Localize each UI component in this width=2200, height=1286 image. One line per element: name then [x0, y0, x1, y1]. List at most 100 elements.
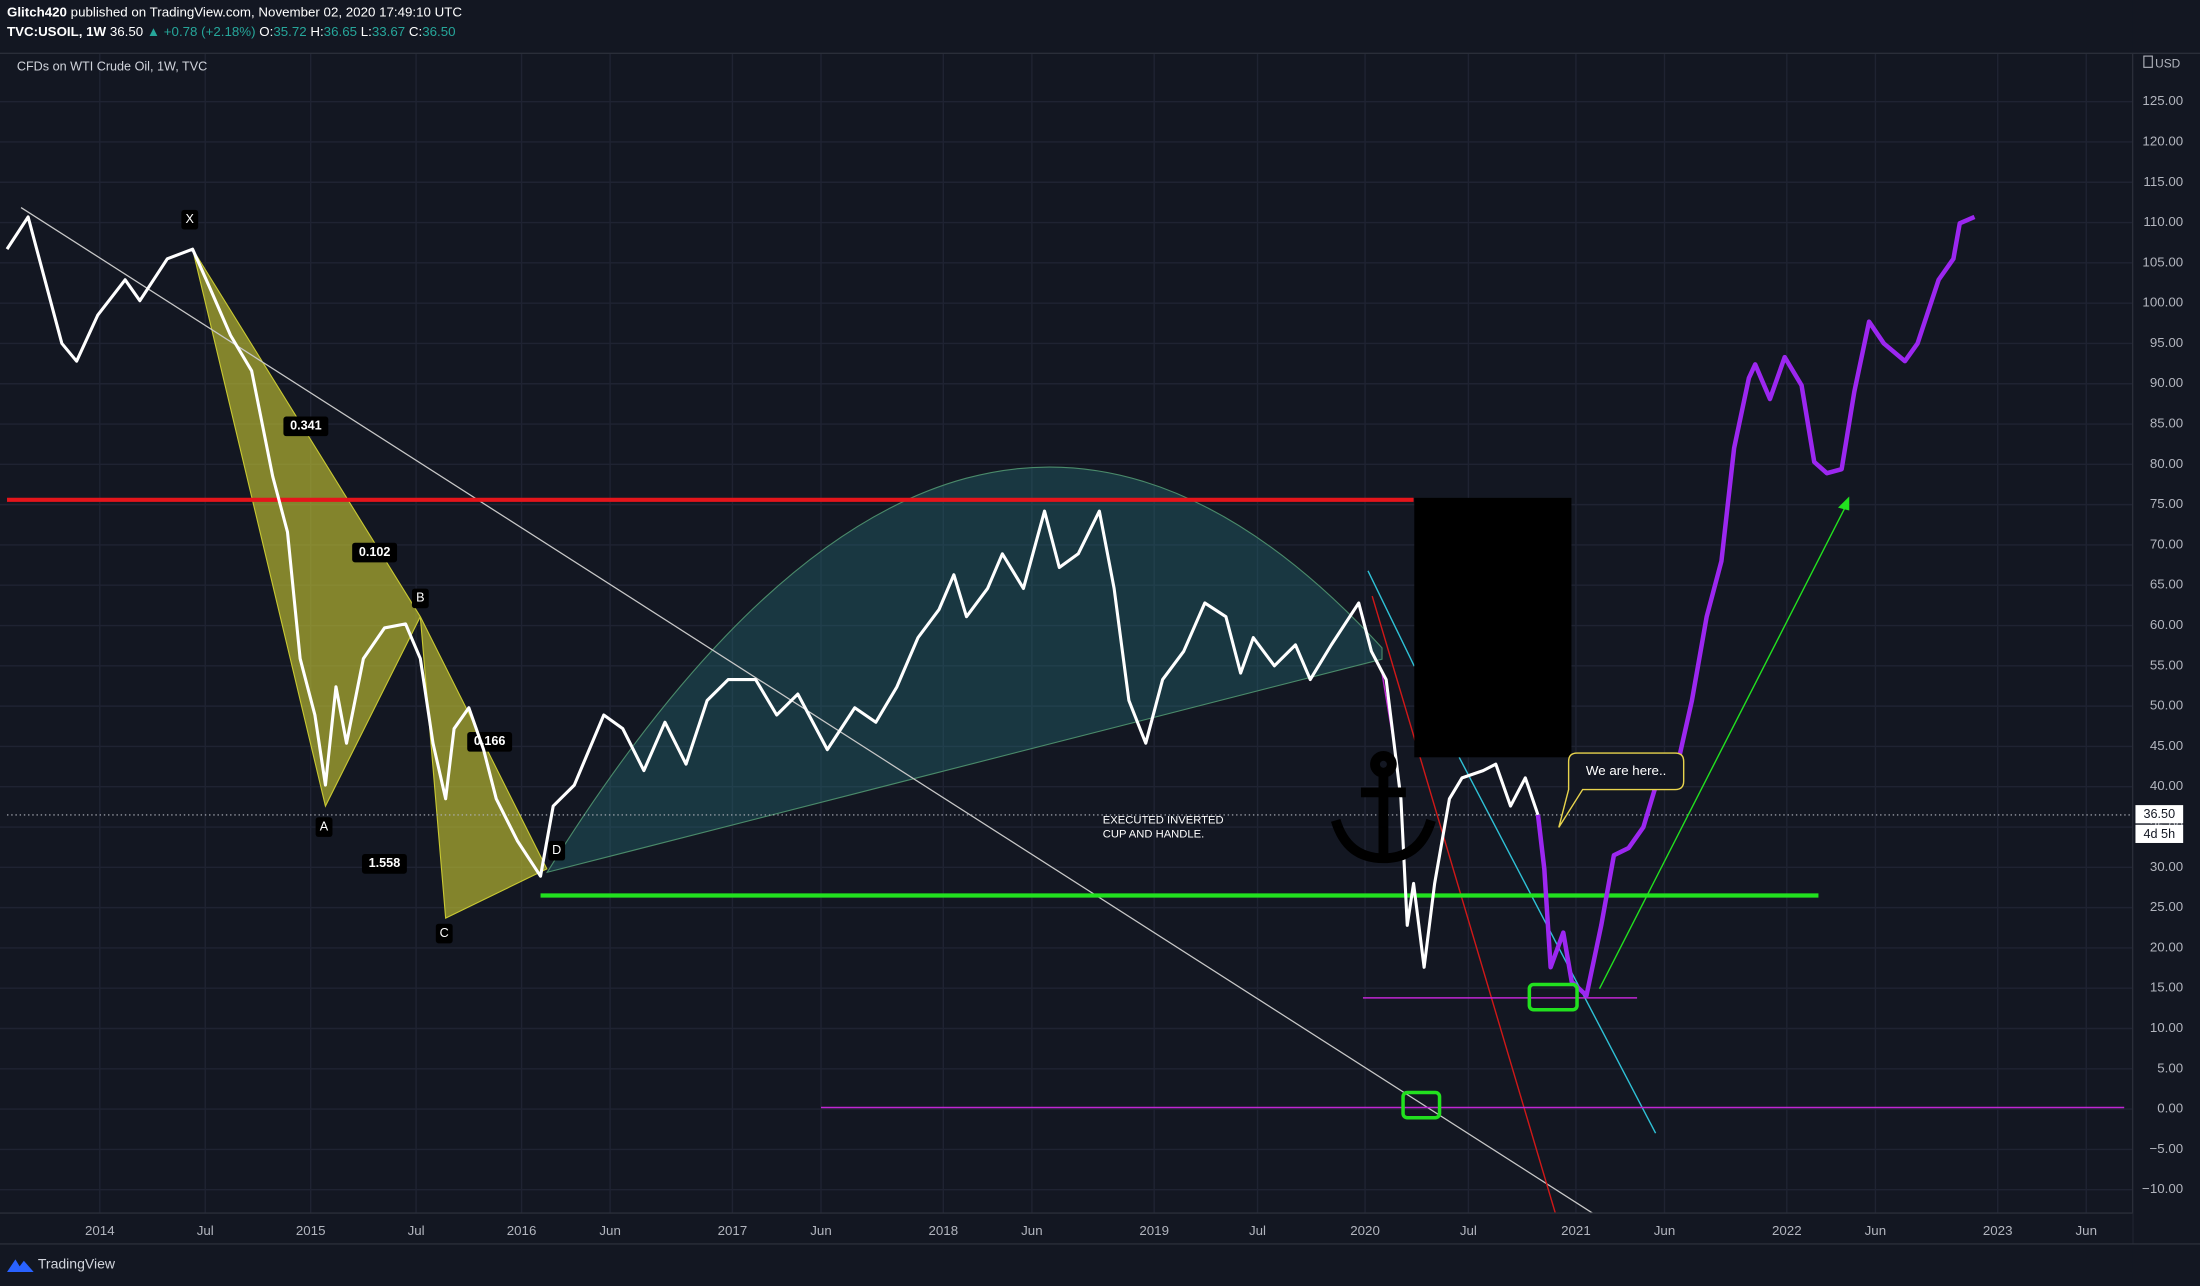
grid	[0, 53, 2133, 1214]
change: ▲ +0.78 (+2.18%)	[147, 24, 256, 39]
callout-text: We are here..	[1586, 763, 1666, 778]
highlight-box	[1527, 982, 1579, 1012]
price-line	[5, 215, 1540, 969]
y-tick-label: 50.00	[2150, 698, 2183, 713]
pattern-point-label: D	[552, 843, 561, 857]
last-price-box	[2135, 805, 2184, 824]
x-tick-label: 2016	[507, 1223, 537, 1238]
anchor-icon	[1331, 750, 1436, 864]
x-tick-label: Jun	[810, 1223, 831, 1238]
ratio-label-box	[352, 542, 398, 563]
y-tick-label: 115.00	[2143, 174, 2183, 189]
author: Glitch420	[7, 4, 67, 19]
y-axis-panel	[2132, 0, 2200, 1286]
black-box	[1414, 497, 1572, 758]
symbol: TVC:USOIL, 1W	[7, 24, 107, 39]
pattern-point-label: B	[416, 591, 424, 605]
countdown: 4d 5h	[2144, 827, 2176, 841]
x-tick-label: Jun	[1654, 1223, 1675, 1238]
y-tick-label: 120.00	[2142, 133, 2183, 148]
ohlc-label: H:	[310, 24, 323, 39]
ratio-label-box	[361, 854, 407, 874]
y-tick-label: 10.00	[2150, 1020, 2183, 1035]
ohlc-value: 36.50	[422, 24, 455, 39]
ohlc-value: 35.72	[273, 24, 306, 39]
highlight-box	[1401, 1090, 1442, 1120]
ohlc-value: 36.65	[324, 24, 357, 39]
y-tick-label: 100.00	[2142, 295, 2183, 310]
ratio-label-box	[283, 416, 329, 437]
x-tick-label: Jun	[2076, 1223, 2097, 1238]
x-tick-label: Jun	[599, 1223, 620, 1238]
pattern-label-box	[435, 923, 453, 944]
last-price-label: 36.50	[2144, 807, 2176, 821]
y-tick-label: 80.00	[2150, 456, 2183, 471]
y-tick-label: 105.00	[2142, 254, 2183, 269]
header-line-1: Glitch420 published on TradingView.com, …	[7, 4, 462, 19]
last: 36.50	[110, 24, 143, 39]
ratio-label: 0.341	[290, 419, 322, 433]
y-tick-label: 90.00	[2150, 375, 2183, 390]
y-tick-label: 110.00	[2143, 214, 2183, 229]
pattern-label-box	[315, 817, 333, 837]
pattern-point-label: X	[186, 212, 195, 226]
cup-note: EXECUTED INVERTED	[1103, 814, 1224, 826]
y-tick-label: 20.00	[2150, 939, 2183, 954]
logo	[7, 1259, 34, 1272]
cup-note: CUP AND HANDLE.	[1103, 828, 1204, 840]
x-tick-label: 2021	[1561, 1223, 1591, 1238]
pattern-label-box	[548, 840, 566, 861]
y-tick-label: 15.00	[2150, 980, 2183, 995]
ohlc-value: 33.67	[372, 24, 405, 39]
pattern-point-label: A	[320, 819, 329, 833]
y-tick-label: 60.00	[2150, 617, 2183, 632]
arrow-head	[1838, 496, 1850, 511]
y-tick-label: 70.00	[2150, 536, 2183, 551]
header-line-2: TVC:USOIL, 1W 36.50 ▲ +0.78 (+2.18%) O:3…	[7, 24, 456, 39]
y-tick-label: 45.00	[2150, 738, 2183, 753]
x-tick-label: Jul	[408, 1223, 425, 1238]
trend-line	[1371, 595, 1559, 1221]
x-tick-label: Jun	[1021, 1223, 1042, 1238]
x-tick-label: 2014	[85, 1223, 115, 1238]
instrument: CFDs on WTI Crude Oil, 1W, TVC	[17, 60, 207, 74]
callout: We are here..	[1558, 752, 1685, 828]
x-tick-label: Jul	[1460, 1223, 1477, 1238]
pattern-label-box	[181, 209, 199, 230]
x-tick-label: Jul	[1249, 1223, 1266, 1238]
y-tick-label: 40.00	[2150, 778, 2183, 793]
x-tick-label: 2015	[296, 1223, 326, 1238]
ohlc-label: C:	[409, 24, 422, 39]
y-tick-label: −5.00	[2149, 1141, 2183, 1156]
currency: USD	[2155, 57, 2181, 71]
x-tick-label: 2019	[1139, 1223, 1169, 1238]
x-tick-label: Jul	[197, 1223, 214, 1238]
y-tick-label: 95.00	[2150, 335, 2183, 350]
currency-icon	[2143, 55, 2153, 68]
y-tick-label: 5.00	[2157, 1060, 2183, 1075]
x-tick-label: 2022	[1772, 1223, 1802, 1238]
ratio-label: 1.558	[369, 856, 401, 870]
price-line	[1535, 214, 1976, 998]
trend-line	[1367, 570, 1415, 667]
pattern-point-label: C	[440, 926, 449, 940]
arrow	[1598, 504, 1848, 990]
cup-shape	[545, 466, 1383, 874]
countdown-box	[2135, 824, 2184, 843]
y-tick-label: 125.00	[2142, 93, 2183, 108]
brand: TradingView	[38, 1256, 116, 1272]
ohlc-label: O:	[259, 24, 273, 39]
x-tick-label: Jun	[1865, 1223, 1886, 1238]
pattern-label-box	[411, 588, 429, 609]
y-tick-label: −10.00	[2142, 1181, 2183, 1196]
x-tick-label: 2018	[928, 1223, 958, 1238]
ratio-label: 0.102	[359, 545, 391, 559]
axes: 2014 Jul 2015 Jul 2016 Jun 2017 Jun 2018 Jun 2019 J…	[85, 93, 2184, 1238]
published: published on TradingView.com, November 0…	[71, 4, 463, 19]
y-tick-label: 65.00	[2150, 577, 2183, 592]
x-axis-panel	[0, 1213, 2133, 1244]
y-tick-label: 55.00	[2150, 657, 2183, 672]
y-tick-label: 25.00	[2150, 899, 2183, 914]
